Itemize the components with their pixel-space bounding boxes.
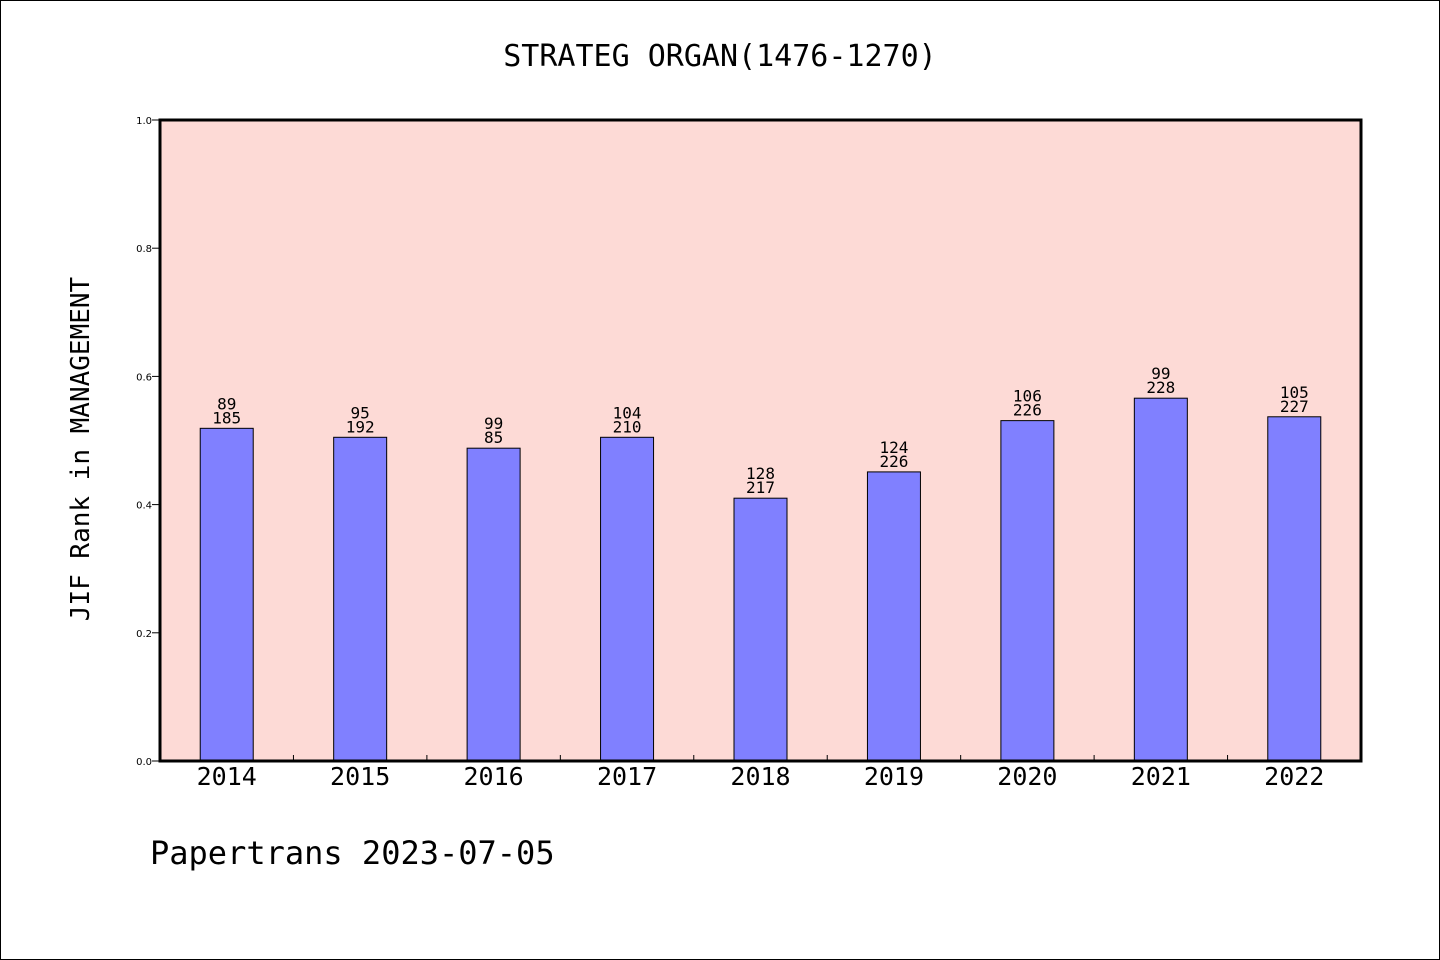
bar-2017 <box>600 436 655 762</box>
bar-label-rank: 105 <box>1280 383 1309 402</box>
x-tick-label: 2017 <box>597 762 657 791</box>
y-tick-label: 0.6 <box>136 372 152 383</box>
bar-label-rank: 106 <box>1013 387 1042 406</box>
bar-2019 <box>866 471 921 762</box>
bar-label-rank: 124 <box>879 438 908 457</box>
y-tick-label: 0.8 <box>136 244 152 255</box>
axis-ticks: 0.0 0.2 0.4 0.6 0.8 1.0 2014 2015 2016 2017 2018 20… <box>136 116 1324 791</box>
x-tick-label: 2014 <box>197 762 257 791</box>
bar-label-rank: 89 <box>217 394 236 413</box>
y-tick-label: 1.0 <box>136 116 152 127</box>
y-axis-label: JIF Rank in MANAGEMENT <box>66 276 96 621</box>
bar-2022 <box>1267 416 1322 762</box>
bar-2021 <box>1133 397 1188 762</box>
bar-label-total: 185 <box>212 408 241 427</box>
bar-label-total: 228 <box>1146 378 1175 397</box>
bar-label-total: 217 <box>746 478 775 497</box>
bar-2014 <box>199 427 254 762</box>
bar-label-total: 85 <box>484 428 503 447</box>
bar-label-total: 210 <box>613 417 642 436</box>
x-tick-label: 2015 <box>330 762 390 791</box>
bar-label-rank: 104 <box>613 403 642 422</box>
bar-label-rank: 99 <box>484 414 503 433</box>
bars-group <box>199 397 1322 762</box>
bar-label-total: 226 <box>879 452 908 471</box>
x-tick-label: 2016 <box>464 762 524 791</box>
y-tick-label: 0.0 <box>136 757 152 768</box>
bar-2020 <box>1000 420 1055 762</box>
bar-label-rank: 99 <box>1151 364 1170 383</box>
x-tick-label: 2019 <box>864 762 924 791</box>
x-tick-label: 2018 <box>730 762 790 791</box>
footer-text: Papertrans 2023-07-05 <box>150 834 555 872</box>
bar-2018 <box>733 497 788 762</box>
bar-label-total: 226 <box>1013 401 1042 420</box>
y-tick-label: 0.2 <box>136 629 152 640</box>
bar-label-rank: 128 <box>746 464 775 483</box>
bar-2016 <box>466 447 521 762</box>
bar-label-rank: 95 <box>351 403 370 422</box>
x-tick-label: 2021 <box>1131 762 1191 791</box>
plot-border <box>158 118 1363 763</box>
y-tick-label: 0.4 <box>136 501 152 512</box>
bar-label-total: 227 <box>1280 397 1309 416</box>
chart-title: STRATEG ORGAN(1476-1270) <box>503 39 936 74</box>
x-tick-label: 2020 <box>997 762 1057 791</box>
x-tick-label: 2022 <box>1264 762 1324 791</box>
bar-label-total: 192 <box>346 417 375 436</box>
bar-2015 <box>333 436 388 762</box>
